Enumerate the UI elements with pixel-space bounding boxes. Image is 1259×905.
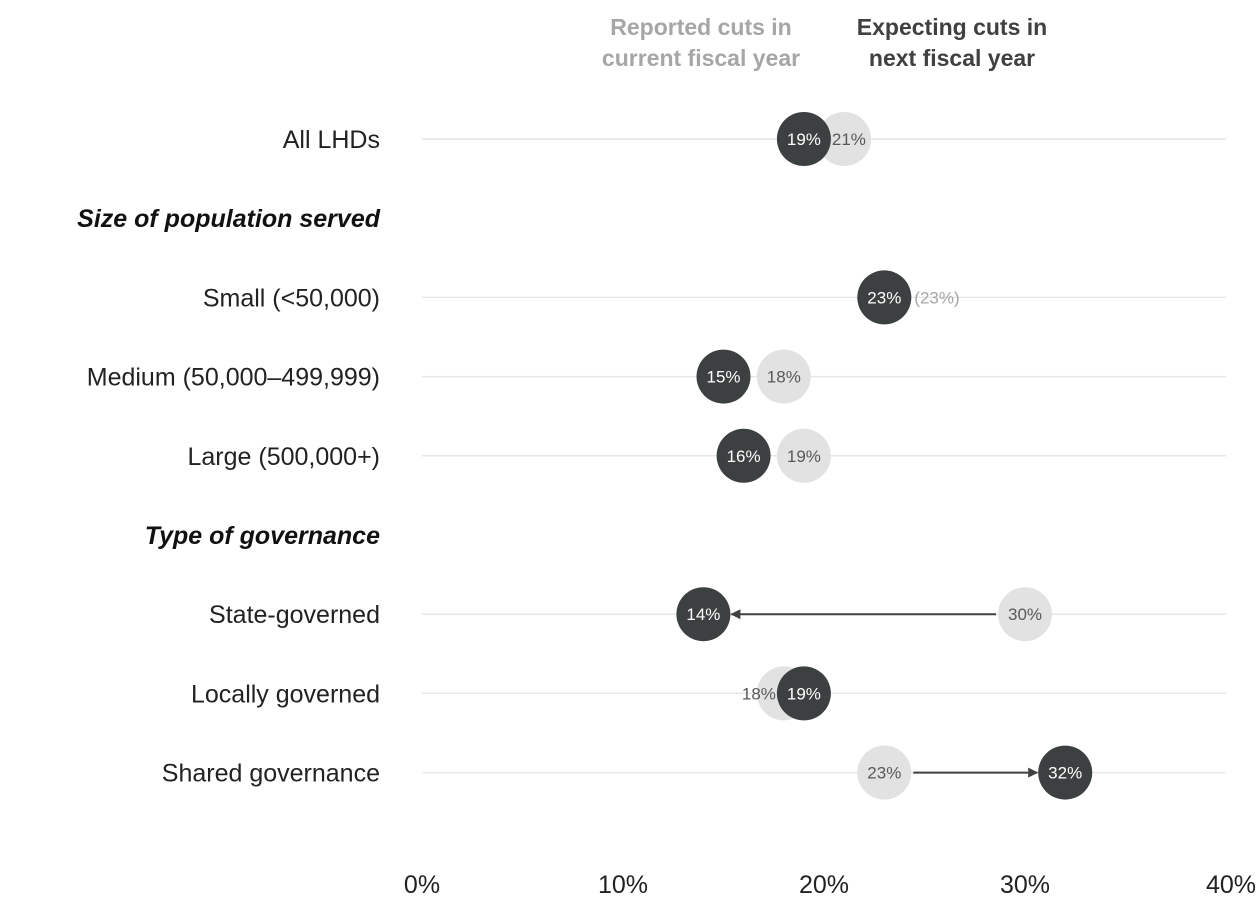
current-value-label: 30% xyxy=(1008,605,1042,624)
next-value-label: 14% xyxy=(686,605,720,624)
row-label: Large (500,000+) xyxy=(187,443,380,471)
legend-current: Reported cuts in current fiscal year xyxy=(601,14,801,71)
current-value-label: (23%) xyxy=(914,288,959,307)
next-dot xyxy=(776,112,831,166)
row-label: State-governed xyxy=(209,601,380,629)
next-value-label: 19% xyxy=(787,684,821,703)
row-label: Shared governance xyxy=(162,760,380,788)
row-label: All LHDs xyxy=(283,126,380,154)
x-tick-label: 0% xyxy=(404,871,440,899)
x-tick-label: 30% xyxy=(1000,871,1050,899)
next-value-label: 16% xyxy=(727,447,761,466)
next-dot xyxy=(857,270,912,325)
next-value-label: 19% xyxy=(787,130,821,149)
next-dot xyxy=(696,349,751,404)
current-dot xyxy=(998,587,1052,642)
current-dot xyxy=(756,349,811,404)
row-label: Locally governed xyxy=(191,680,380,708)
current-dot xyxy=(776,428,831,483)
next-value-label: 32% xyxy=(1048,764,1082,783)
current-value-label: 23% xyxy=(867,764,901,783)
group-label: Size of population served xyxy=(77,205,381,233)
legend-next: Expecting cuts in next fiscal year xyxy=(856,14,1048,71)
x-tick-label: 10% xyxy=(598,871,648,899)
current-value-label: 18% xyxy=(767,368,801,387)
row-label: Small (<50,000) xyxy=(203,284,380,312)
current-value-label: 18% xyxy=(742,684,776,703)
next-dot xyxy=(1038,745,1093,800)
row-label: Medium (50,000–499,999) xyxy=(87,364,380,392)
next-dot xyxy=(676,587,731,642)
next-dot xyxy=(716,428,771,483)
group-label: Type of governance xyxy=(145,522,380,550)
x-tick-label: 40% xyxy=(1206,871,1256,899)
current-dot xyxy=(817,112,872,166)
x-tick-label: 20% xyxy=(799,871,849,899)
next-value-label: 15% xyxy=(706,368,740,387)
next-value-label: 23% xyxy=(867,288,901,307)
current-dot xyxy=(857,745,912,800)
next-dot xyxy=(776,666,831,721)
current-value-label: 19% xyxy=(787,447,821,466)
current-value-label: 21% xyxy=(832,130,866,149)
